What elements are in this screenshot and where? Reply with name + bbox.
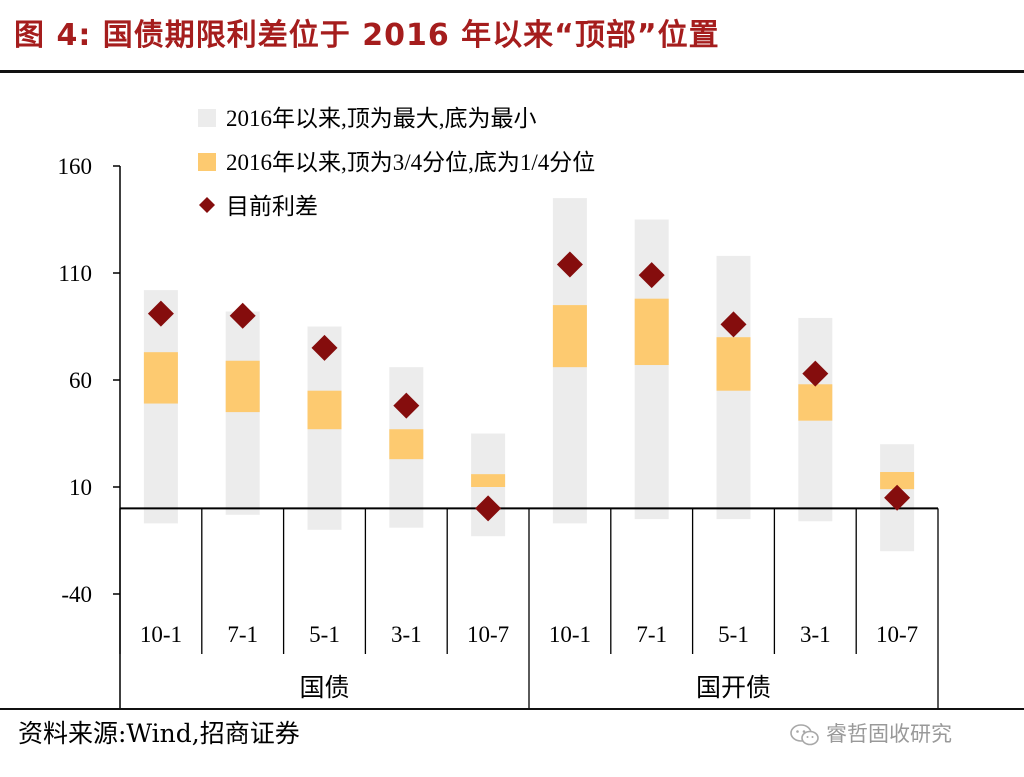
watermark-text: 睿哲固收研究 — [826, 722, 952, 746]
current-spread-marker — [311, 334, 338, 361]
quartile-bar — [716, 337, 751, 391]
current-spread-marker — [638, 262, 665, 289]
y-tick-label: -40 — [61, 582, 92, 607]
legend-label: 2016年以来,顶为3/4分位,底为1/4分位 — [226, 150, 595, 175]
y-tick-label: 10 — [69, 475, 92, 500]
range-bar — [143, 290, 178, 524]
current-spread-marker — [229, 302, 256, 329]
current-spread-marker — [802, 360, 829, 387]
quartile-bar — [552, 305, 587, 368]
chart-title: 图 4: 国债期限利差位于 2016 年以来“顶部”位置 — [14, 18, 720, 53]
y-tick-label: 60 — [69, 368, 92, 393]
current-spread-marker — [147, 300, 174, 327]
current-spread-marker — [884, 484, 911, 511]
group-label: 国开债 — [696, 674, 771, 702]
category-label: 10-1 — [140, 622, 182, 647]
category-label: 10-1 — [549, 622, 591, 647]
current-spread-marker — [720, 311, 747, 338]
quartile-bar — [880, 472, 915, 490]
legend-symbol-square — [198, 109, 216, 127]
current-spread-marker — [556, 251, 583, 278]
quartile-bar — [225, 360, 260, 413]
quartile-bar — [634, 298, 669, 366]
category-label: 3-1 — [800, 622, 831, 647]
quartile-bar — [471, 474, 506, 487]
source-note: 资料来源:Wind,招商证券 — [18, 719, 300, 748]
y-tick-label: 160 — [58, 154, 93, 179]
quartile-bar — [798, 384, 833, 421]
group-label: 国债 — [299, 674, 349, 702]
title-divider — [0, 70, 1024, 73]
y-tick-label: 110 — [58, 261, 92, 286]
current-spread-marker — [475, 495, 502, 522]
quartile-bar — [389, 429, 424, 460]
category-label: 5-1 — [718, 622, 749, 647]
category-label: 10-7 — [876, 622, 918, 647]
wechat-icon — [790, 724, 819, 746]
legend-label: 目前利差 — [226, 194, 318, 219]
watermark: 睿哲固收研究 — [790, 714, 952, 754]
category-label: 3-1 — [391, 622, 422, 647]
footer-divider — [0, 708, 1024, 710]
range-bar — [225, 311, 260, 515]
category-label: 10-7 — [467, 622, 509, 647]
category-label: 7-1 — [227, 622, 258, 647]
legend-symbol-diamond — [199, 197, 215, 213]
category-label: 7-1 — [636, 622, 667, 647]
quartile-bar — [307, 390, 342, 430]
current-spread-marker — [393, 392, 420, 419]
category-label: 5-1 — [309, 622, 340, 647]
quartile-bar — [143, 352, 178, 404]
floating-bar-chart: -40 10 60 110 160 10-1 7-1 5-1 3-1 10-7 10-1 7-1 5-1… — [58, 106, 939, 708]
legend-symbol-square — [198, 153, 216, 171]
legend-label: 2016年以来,顶为最大,底为最小 — [226, 106, 537, 131]
